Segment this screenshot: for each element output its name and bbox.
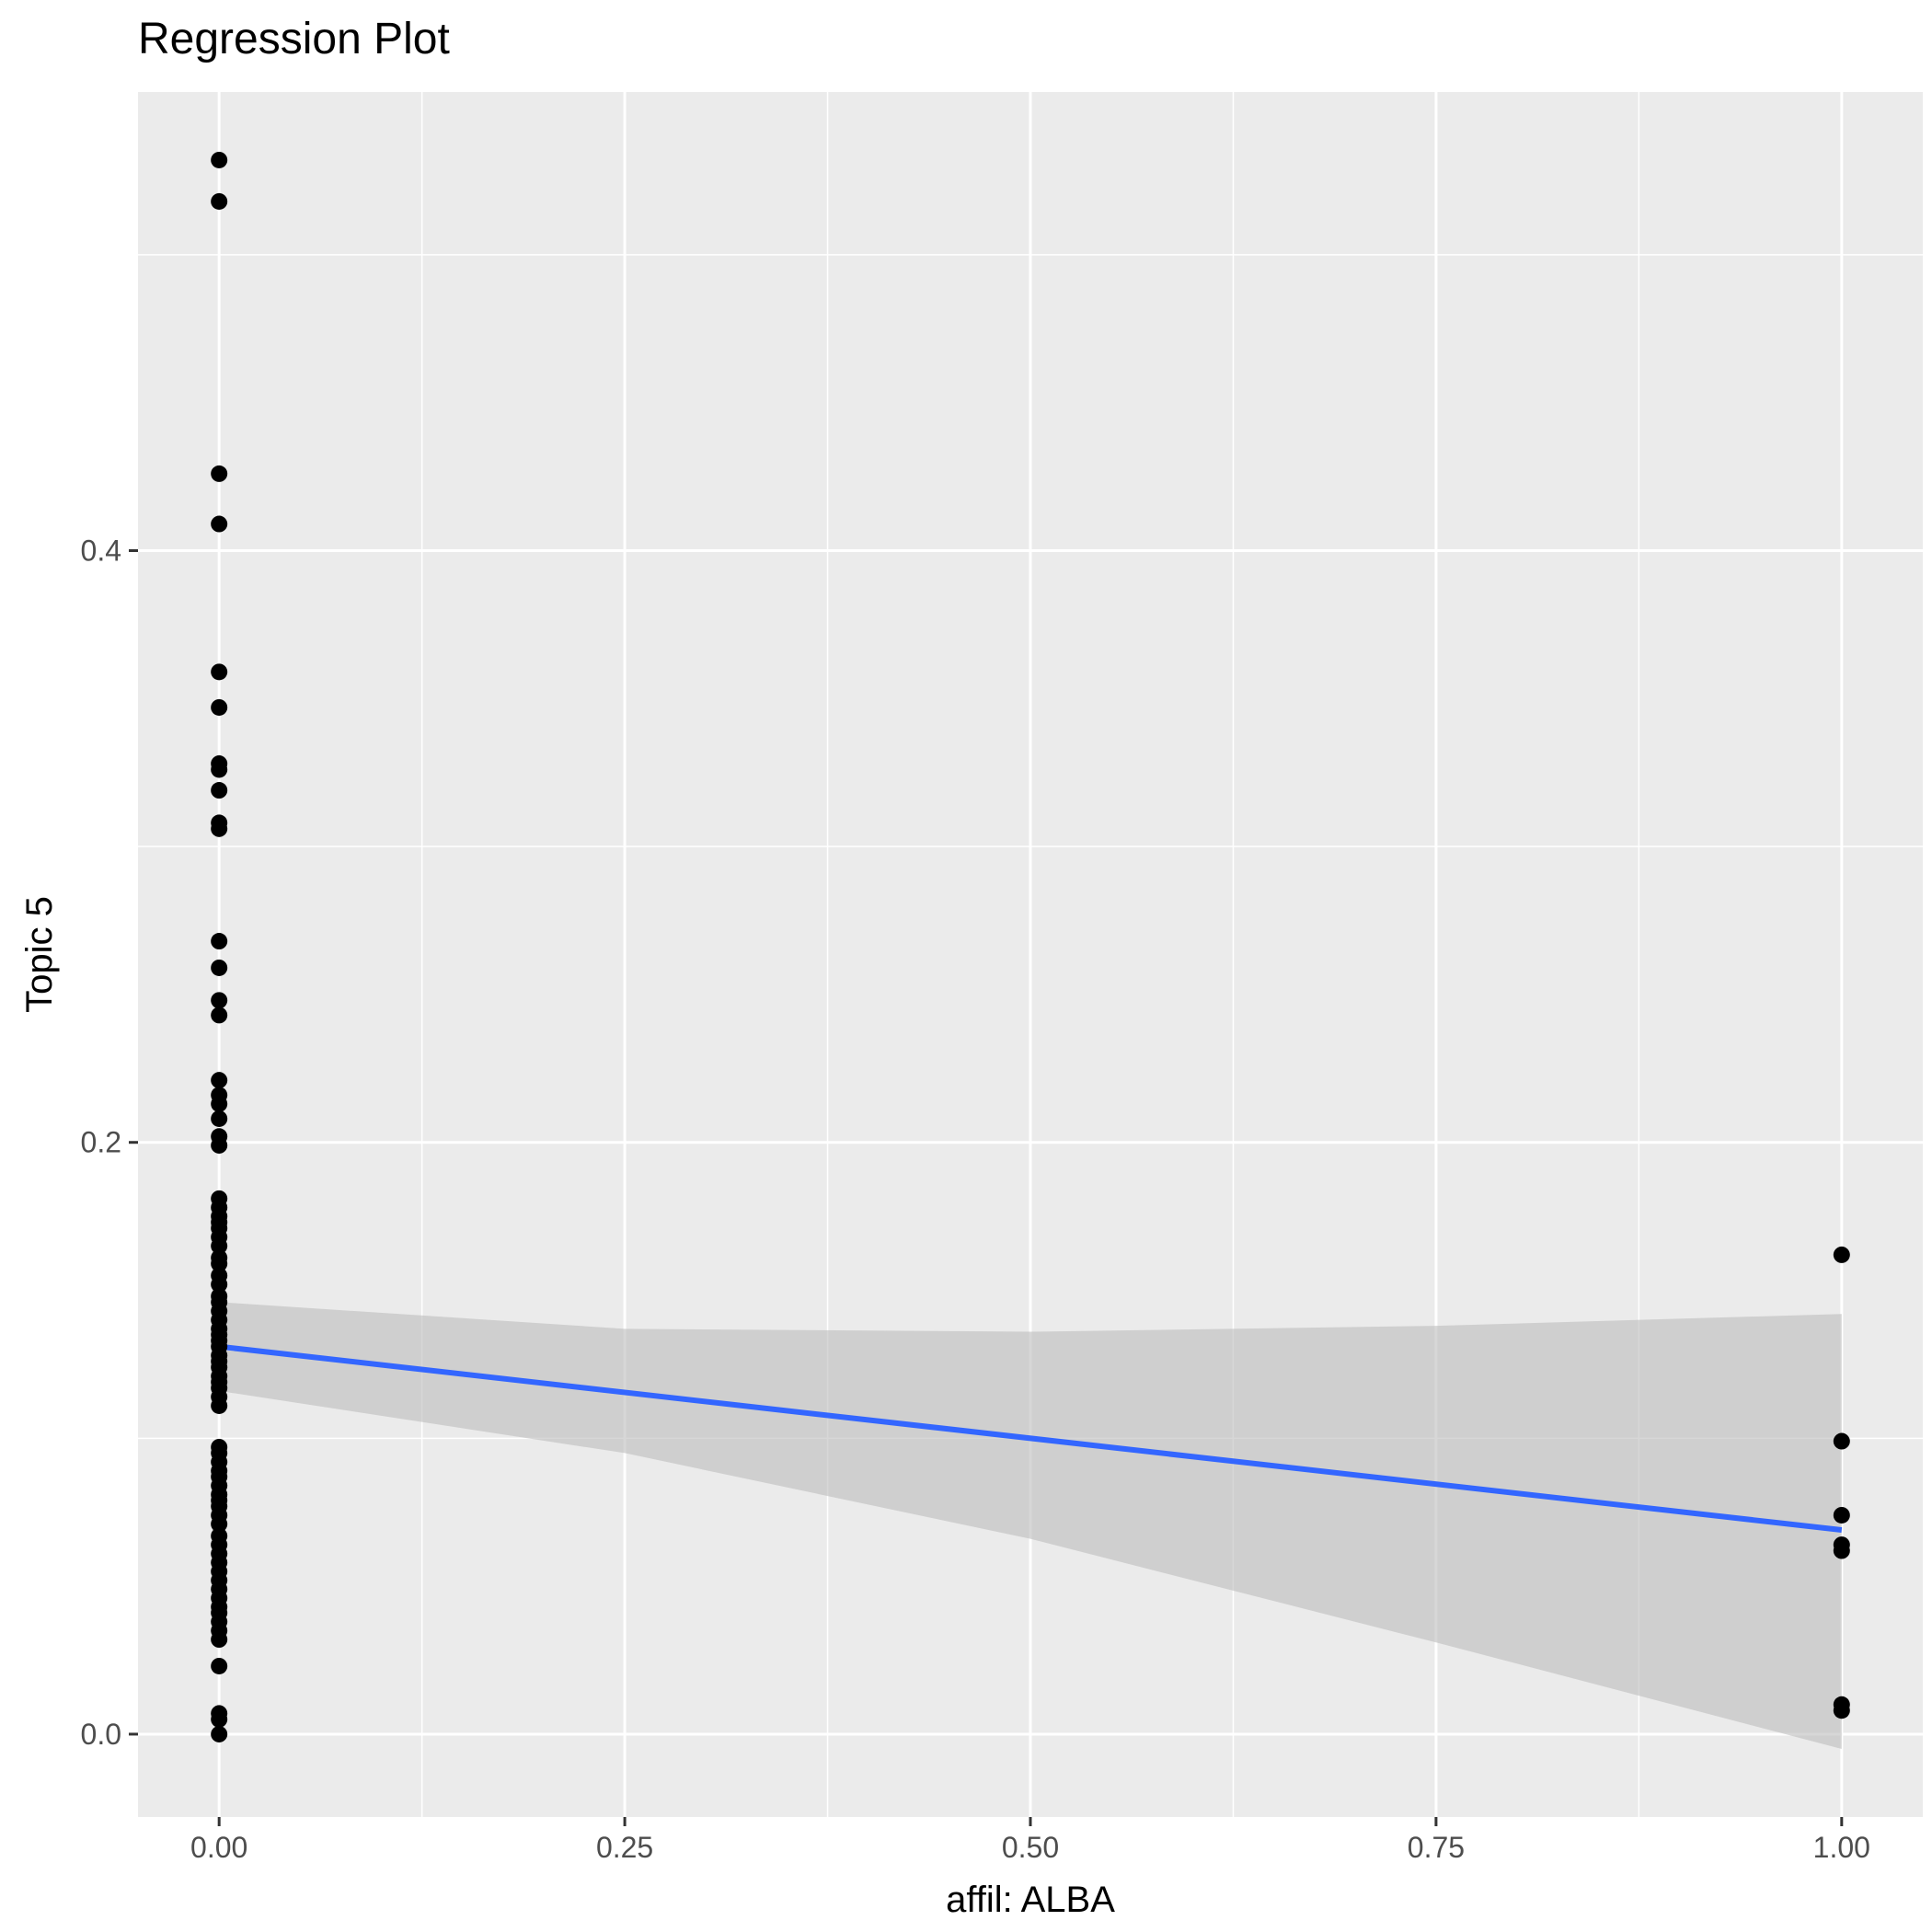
data-point — [211, 1710, 228, 1728]
data-point — [1833, 1246, 1850, 1263]
x-tick-label: 0.50 — [1002, 1831, 1059, 1864]
data-point — [211, 465, 228, 482]
data-point — [211, 1006, 228, 1024]
data-point — [1833, 1542, 1850, 1559]
data-point — [211, 192, 228, 210]
y-tick-label: 0.4 — [81, 534, 121, 567]
y-tick-label: 0.0 — [81, 1718, 121, 1751]
data-points — [211, 151, 1850, 1742]
data-point — [211, 1397, 228, 1414]
x-axis-label: affil: ALBA — [946, 1880, 1115, 1920]
x-tick-label: 0.75 — [1408, 1831, 1465, 1864]
data-point — [211, 515, 228, 533]
data-point — [211, 1136, 228, 1154]
data-point — [211, 698, 228, 716]
data-point — [211, 761, 228, 778]
confidence-band — [219, 1302, 1842, 1750]
data-point — [211, 1657, 228, 1674]
data-point — [211, 151, 228, 168]
data-point — [211, 1110, 228, 1127]
data-point — [211, 1072, 228, 1089]
x-tick-label: 0.25 — [596, 1831, 653, 1864]
chart-title: Regression Plot — [138, 15, 450, 63]
y-axis-label: Topic 5 — [19, 896, 60, 1013]
data-point — [211, 1237, 228, 1255]
x-tick-label: 0.00 — [190, 1831, 247, 1864]
data-point — [1833, 1432, 1850, 1450]
data-point — [211, 1095, 228, 1112]
x-axis: 0.00 0.25 0.50 0.75 1.00 — [190, 1817, 1870, 1864]
data-point — [211, 1631, 228, 1649]
data-point — [211, 1276, 228, 1294]
data-point — [211, 959, 228, 976]
data-point — [211, 1515, 228, 1533]
data-point — [211, 1255, 228, 1272]
data-point — [211, 820, 228, 837]
data-point — [211, 933, 228, 950]
data-point — [211, 1725, 228, 1742]
regression-line — [218, 1343, 1843, 1534]
data-point — [211, 992, 228, 1009]
data-point — [211, 782, 228, 799]
y-tick-label: 0.2 — [81, 1126, 121, 1159]
y-axis: 0.0 0.2 0.4 — [81, 534, 138, 1751]
data-point — [1833, 1506, 1850, 1524]
data-point — [1833, 1702, 1850, 1719]
x-tick-label: 1.00 — [1813, 1831, 1870, 1864]
data-point — [211, 663, 228, 681]
